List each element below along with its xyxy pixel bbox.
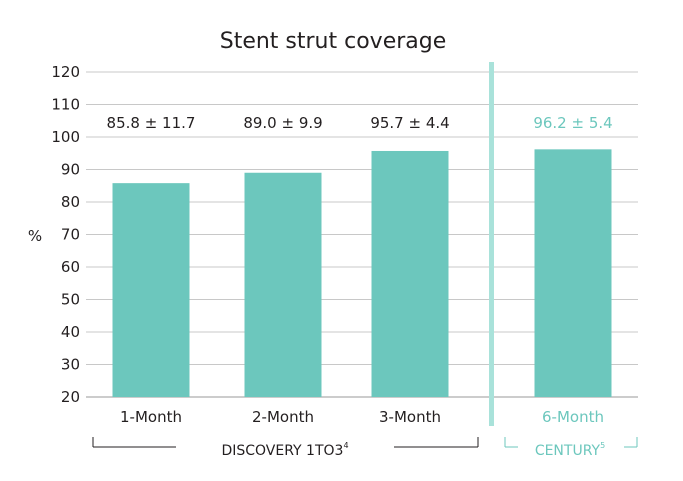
y-tick-label-50: 50 [61,291,80,309]
group-label-discovery-superscript: 4 [343,441,348,450]
y-tick-label-100: 100 [51,128,80,146]
y-tick-label-110: 110 [51,96,80,114]
group-label-century: CENTURY5 [535,441,605,459]
category-label-1-month: 1-Month [120,408,182,426]
data-label-1-month: 85.8 ± 11.7 [107,114,196,132]
y-tick-label-30: 30 [61,356,80,374]
y-tick-label-60: 60 [61,258,80,276]
category-label-2-month: 2-Month [252,408,314,426]
y-tick-label-40: 40 [61,323,80,341]
y-tick-label-70: 70 [61,226,80,244]
group-separator [489,62,494,426]
bar-1-month [112,183,190,397]
y-tick-label-120: 120 [51,63,80,81]
category-label-6-month: 6-Month [542,408,604,426]
group-label-century-superscript: 5 [600,441,605,450]
bar-3-month [371,150,449,397]
y-tick-label-90: 90 [61,161,80,179]
bar-2-month [244,172,322,397]
group-label-discovery: DISCOVERY 1TO34 [221,441,348,459]
data-label-2-month: 89.0 ± 9.9 [243,114,322,132]
bar-6-month [534,149,612,397]
category-label-3-month: 3-Month [379,408,441,426]
data-label-6-month: 96.2 ± 5.4 [533,114,612,132]
y-tick-label-20: 20 [61,388,80,406]
y-axis-label: % [28,227,42,245]
chart-title: Stent strut coverage [220,29,447,54]
y-tick-label-80: 80 [61,193,80,211]
data-label-3-month: 95.7 ± 4.4 [370,114,449,132]
